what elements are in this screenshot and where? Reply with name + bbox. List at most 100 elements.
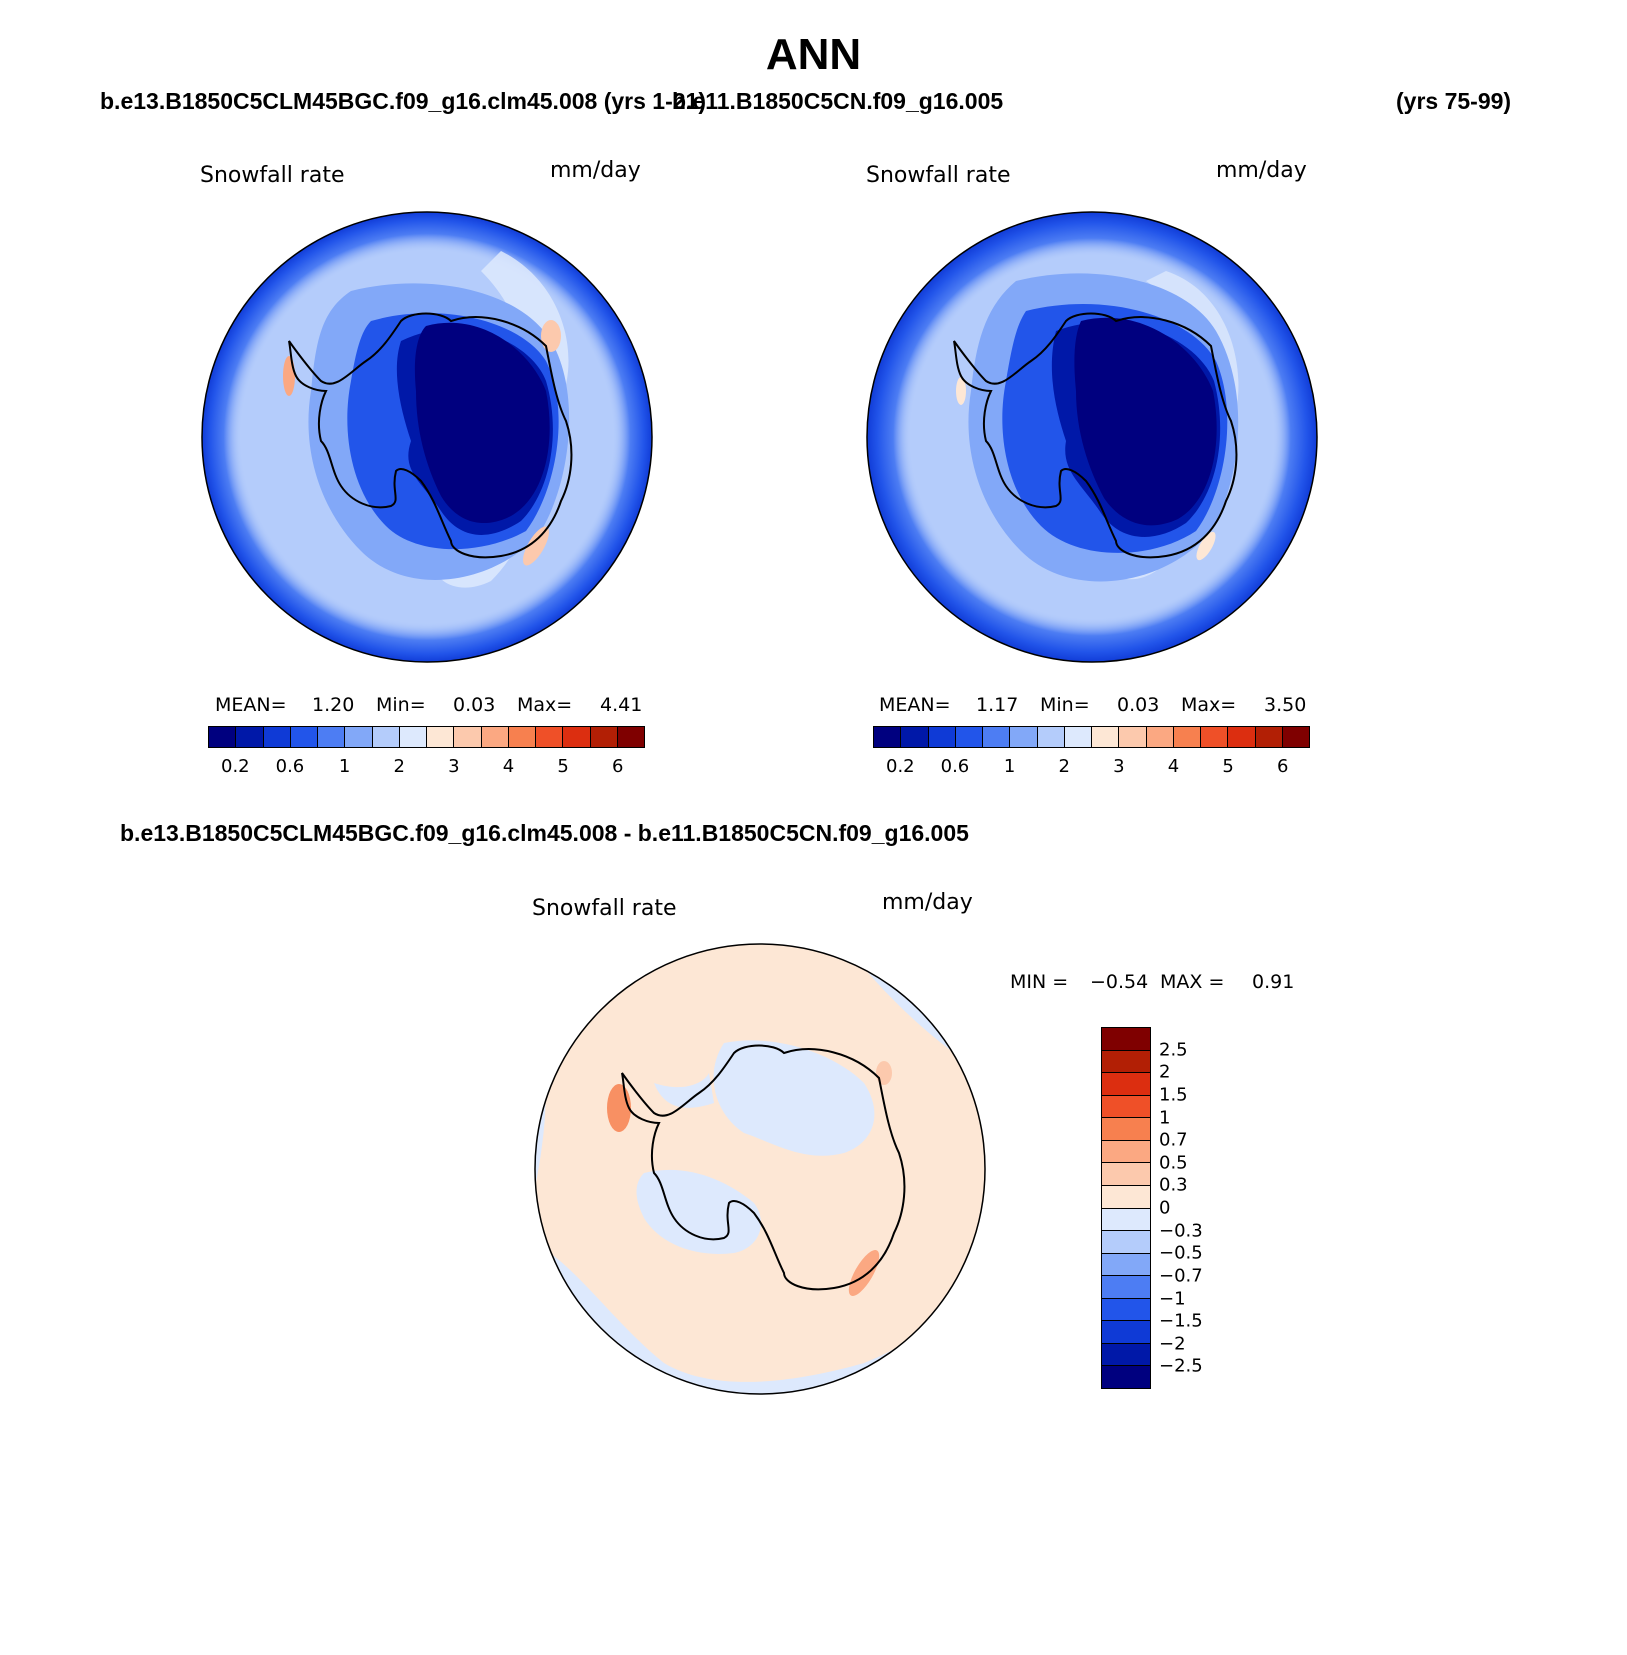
p3-colorbar [1101, 1027, 1151, 1389]
p1-colorbar-cell [616, 727, 644, 747]
p2-colorbar-tick-label: 5 [1222, 756, 1234, 777]
p1-warm-spot-1 [541, 320, 561, 352]
p1-colorbar-tick-label: 4 [502, 756, 515, 777]
p2-colorbar-cell [1172, 727, 1200, 747]
p2-colorbar-cell [1254, 727, 1282, 747]
p1-colorbar-cell [507, 727, 535, 747]
p2-warm-spot-2 [956, 377, 966, 405]
p3-colorbar-tick-label: −1.5 [1159, 1310, 1203, 1332]
p3-colorbar-tick-label: 0 [1159, 1197, 1171, 1219]
p1-colorbar-cell [235, 727, 263, 747]
p3-coastline [621, 1044, 906, 1291]
p1-colorbar-tick-label: 0.2 [220, 756, 250, 777]
p2-colorbar-cell [982, 727, 1010, 747]
p3-min-label: MIN = [1010, 971, 1069, 993]
p3-negative-interior-3 [654, 1073, 714, 1108]
p3-colorbar-cell [1102, 1320, 1150, 1343]
p2-colorbar-tick-label: 0.6 [940, 756, 970, 777]
p3-warm-spot-1 [607, 1084, 631, 1132]
p1-min-value: 0.03 [453, 694, 496, 716]
p1-colorbar-cell [453, 727, 481, 747]
p2-units-label: mm/day [1216, 158, 1307, 183]
p2-colorbar-tick-label: 4 [1167, 756, 1180, 777]
p3-colorbar-cell [1102, 1342, 1150, 1366]
p1-colorbar-tick-label: 1 [338, 756, 351, 777]
p1-variable-label: Snowfall rate [200, 163, 345, 188]
p3-colorbar-cell [1102, 1162, 1150, 1185]
p2-colorbar-cell [927, 727, 955, 747]
p3-colorbar-cell [1102, 1028, 1150, 1050]
p3-max-label: MAX = [1160, 971, 1225, 993]
p1-warm-spot-3 [283, 356, 295, 396]
p1-colorbar-cell [344, 727, 372, 747]
p3-colorbar-cell [1102, 1275, 1150, 1298]
p3-colorbar-cell [1102, 1365, 1150, 1388]
case2-years: (yrs 75-99) [1396, 88, 1512, 114]
p2-warm-spot-1 [1196, 531, 1216, 561]
p3-colorbar-cell [1102, 1139, 1150, 1163]
p1-colorbar-cell [317, 727, 345, 747]
p1-colorbar-cell [535, 727, 563, 747]
p3-negative-band-south [535, 1243, 985, 1394]
p2-map [866, 211, 1318, 663]
p2-colorbar-cell [1118, 727, 1146, 747]
p2-colorbar-cell [1200, 727, 1228, 747]
p3-colorbar-cell [1102, 1049, 1150, 1073]
p2-colorbar [873, 726, 1310, 748]
p3-colorbar-cell [1102, 1094, 1150, 1118]
p1-colorbar-tick-label: 3 [448, 756, 460, 777]
p1-colorbar-cell [562, 727, 590, 747]
p1-colorbar-cell [209, 727, 236, 747]
p2-mean-value: 1.17 [976, 694, 1019, 716]
p1-coastline [288, 312, 573, 559]
p3-colorbar-tick-label: −0.3 [1159, 1220, 1203, 1242]
p3-min-value: −0.54 [1090, 971, 1149, 993]
p2-colorbar-cell [1036, 727, 1064, 747]
case1-title: b.e13.B1850C5CLM45BGC.f09_g16.clm45.008 … [100, 88, 706, 114]
p1-colorbar [208, 726, 645, 748]
p3-map-boundary [534, 943, 986, 1395]
p1-colorbar-tick-label: 0.6 [275, 756, 305, 777]
p1-map [201, 211, 653, 663]
p3-colorbar-tick-label: 1 [1159, 1107, 1171, 1128]
p3-colorbar-tick-label: −0.5 [1159, 1242, 1203, 1264]
p3-negative-interior-1 [713, 1040, 875, 1156]
p3-colorbar-cell [1102, 1184, 1150, 1208]
p2-coastline [953, 312, 1238, 559]
p3-map [534, 943, 986, 1395]
p1-colorbar-tick-label: 5 [557, 756, 569, 777]
p1-mean-value: 1.20 [312, 694, 355, 716]
p1-colorbar-cell [262, 727, 290, 747]
p3-colorbar-cell [1102, 1252, 1150, 1276]
p3-colorbar-cell [1102, 1230, 1150, 1253]
p3-colorbar-cell [1102, 1297, 1150, 1321]
p3-variable-label: Snowfall rate [532, 896, 677, 921]
p3-negative-interior-2 [636, 1169, 762, 1254]
case2-title: b.e11.B1850C5CN.f09_g16.005 [672, 88, 1004, 114]
p2-colorbar-cell [1063, 727, 1091, 747]
p3-colorbar-tick-label: 0.5 [1159, 1152, 1188, 1174]
p3-colorbar-tick-label: −0.7 [1159, 1265, 1203, 1287]
p2-colorbar-cell [874, 727, 901, 747]
p3-colorbar-cell [1102, 1072, 1150, 1095]
p1-mean-label: MEAN= [215, 694, 287, 716]
p3-colorbar-tick-label: −1 [1159, 1288, 1186, 1309]
p2-colorbar-cell [900, 727, 928, 747]
p2-colorbar-cell [1145, 727, 1173, 747]
p2-min-value: 0.03 [1117, 694, 1160, 716]
p3-units-label: mm/day [882, 890, 973, 915]
p1-colorbar-cell [426, 727, 454, 747]
p3-colorbar-tick-label: 1.5 [1159, 1084, 1188, 1106]
p2-colorbar-cell [954, 727, 982, 747]
p3-colorbar-tick-label: −2 [1159, 1333, 1186, 1355]
p1-colorbar-tick-label: 2 [393, 756, 405, 777]
diff-title: b.e13.B1850C5CLM45BGC.f09_g16.clm45.008 … [120, 820, 969, 846]
p3-warm-spot-2 [848, 1250, 880, 1296]
p2-variable-label: Snowfall rate [866, 163, 1011, 188]
p1-max-label: Max= [517, 694, 573, 716]
p3-warm-spot-3 [876, 1061, 892, 1085]
p2-colorbar-cell [1009, 727, 1037, 747]
p1-colorbar-cell [289, 727, 317, 747]
p2-mean-label: MEAN= [879, 694, 951, 716]
p3-colorbar-cell [1102, 1117, 1150, 1140]
